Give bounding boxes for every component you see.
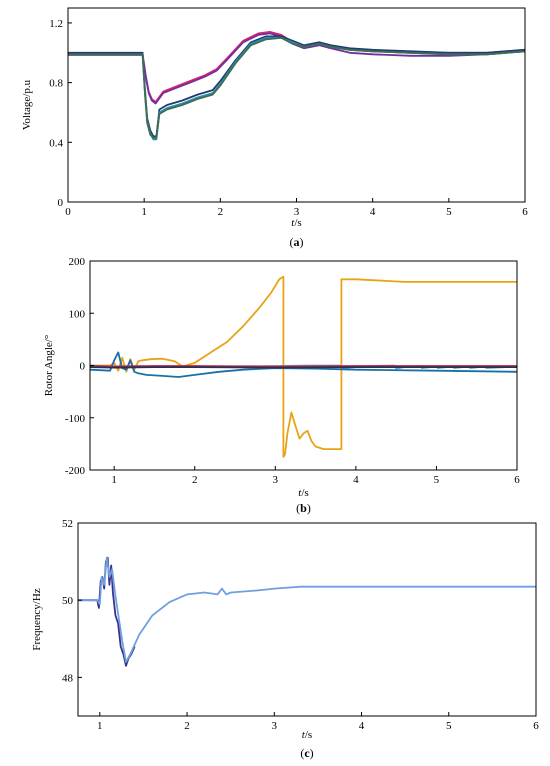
x-tick-label: 4	[359, 720, 365, 732]
x-tick-label: 1	[141, 206, 147, 218]
x-tick-label: 6	[533, 720, 539, 732]
x-tick-label: 5	[446, 206, 452, 218]
x-tick-label: 1	[97, 720, 103, 732]
y-axis-label: Rotor Angle/°	[43, 335, 55, 397]
subfigure-caption: (c)	[300, 746, 313, 760]
x-tick-label: 6	[514, 474, 520, 486]
y-tick-label: 0.4	[49, 137, 63, 149]
x-tick-label: 2	[192, 474, 198, 486]
x-tick-label: 2	[184, 720, 190, 732]
series-line-1	[78, 556, 136, 667]
series-line-2	[68, 32, 526, 105]
y-axis-label: Voltage/p.u	[21, 79, 33, 130]
y-tick-label: 52	[62, 518, 73, 530]
series-line-4	[89, 365, 517, 368]
y-axis-label: Frequency/Hz	[31, 588, 43, 650]
y-tick-label: -100	[65, 413, 86, 425]
series-line-5	[68, 36, 526, 139]
y-tick-label: 1.2	[49, 18, 63, 30]
plot-frame	[77, 522, 537, 717]
x-axis-label: t/s	[302, 729, 312, 741]
y-tick-label: 0	[58, 197, 64, 209]
x-tick-label: 4	[370, 206, 376, 218]
x-tick-label: 1	[111, 474, 117, 486]
x-tick-label: 5	[434, 474, 440, 486]
series-line-3	[68, 35, 526, 138]
series-line-3	[89, 351, 518, 378]
x-axis-label: t/s	[298, 487, 308, 499]
x-tick-label: 6	[522, 206, 528, 218]
y-tick-label: 50	[62, 595, 74, 607]
subfigure-caption: (b)	[296, 501, 311, 515]
y-tick-label: 100	[69, 308, 86, 320]
x-tick-label: 3	[294, 206, 300, 218]
y-tick-label: 0	[80, 361, 86, 373]
y-tick-label: -200	[65, 465, 86, 477]
x-tick-label: 2	[218, 206, 224, 218]
x-tick-label: 4	[353, 474, 359, 486]
plot-frame	[67, 7, 526, 203]
subfigure-caption: (a)	[290, 235, 304, 249]
x-tick-label: 3	[273, 474, 279, 486]
series-line-2	[78, 556, 536, 663]
y-tick-label: 48	[62, 672, 74, 684]
chart-c: 1 2 3 4 5 6 48 50 52 t/s Frequency/Hz (c)	[31, 518, 539, 760]
chart-a: 0 1 2 3 4 5 6 0 0.4 0.8 1.2 t/s Voltage/p.u (a)	[21, 7, 528, 249]
x-tick-label: 0	[65, 206, 71, 218]
x-tick-label: 5	[446, 720, 452, 732]
x-tick-label: 3	[272, 720, 278, 732]
x-axis-label: t/s	[291, 217, 301, 229]
y-tick-label: 200	[69, 256, 86, 268]
y-tick-label: 0.8	[49, 78, 63, 90]
chart-b: 1 2 3 4 5 6 -200 -100 0 100 200 t/s Rotor Angle/° (b)	[43, 256, 520, 515]
series-line-5	[89, 366, 517, 369]
